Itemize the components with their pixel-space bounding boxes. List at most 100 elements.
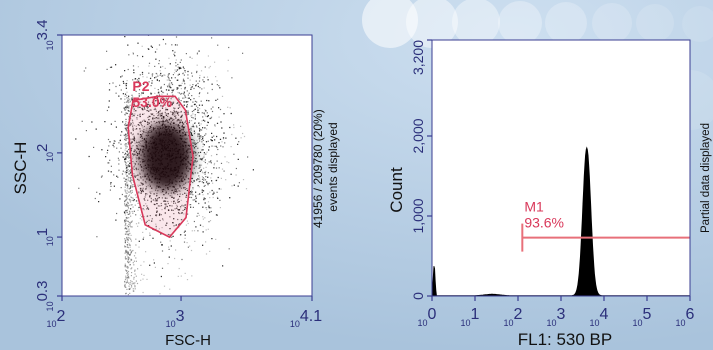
scatter-point (166, 167, 168, 169)
scatter-point (207, 172, 209, 174)
scatter-point (161, 131, 163, 133)
scatter-point (180, 59, 182, 61)
scatter-point (151, 218, 153, 220)
scatter-point (149, 191, 151, 193)
scatter-point (146, 127, 148, 129)
scatter-point (185, 145, 187, 147)
scatter-point (192, 150, 194, 152)
scatter-point (199, 177, 201, 179)
scatter-point (125, 223, 127, 225)
scatter-point (203, 156, 205, 158)
scatter-point (153, 142, 155, 145)
scatter-point (183, 127, 185, 129)
scatter-point (126, 231, 129, 233)
scatter-point (129, 200, 131, 202)
scatter-point (129, 156, 131, 159)
scatter-point (126, 143, 128, 145)
scatter-point (202, 136, 204, 138)
scatter-point (211, 132, 213, 134)
scatter-point (127, 220, 129, 222)
scatter-point (194, 199, 196, 201)
scatter-point (131, 283, 133, 285)
scatter-point (116, 212, 118, 215)
scatter-point (160, 233, 162, 235)
scatter-point (123, 134, 125, 136)
scatter-point (185, 138, 187, 140)
scatter-point (127, 183, 129, 185)
scatter-point (183, 128, 185, 130)
scatter-point (155, 117, 157, 119)
scatter-point (143, 119, 145, 121)
scatter-point (133, 103, 135, 105)
scatter-point (177, 66, 179, 68)
scatter-point (177, 125, 179, 127)
scatter-point (138, 179, 140, 181)
scatter-point (132, 113, 134, 115)
scatter-point (187, 246, 189, 248)
scatter-point (167, 200, 169, 203)
scatter-point (196, 153, 199, 155)
scatter-point (125, 101, 128, 103)
scatter-point (173, 152, 175, 155)
scatter-point (201, 149, 203, 151)
scatter-point (142, 187, 144, 189)
scatter-point (190, 156, 192, 159)
scatter-point (150, 192, 152, 195)
scatter-point (132, 120, 134, 122)
scatter-point (136, 118, 138, 120)
scatter-point (195, 200, 197, 202)
scatter-point (211, 180, 213, 182)
scatter-point (139, 134, 142, 136)
scatter-point (145, 144, 147, 146)
scatter-point (173, 124, 175, 126)
scatter-point (168, 256, 170, 258)
scatter-point (191, 134, 193, 136)
scatter-point (156, 207, 158, 209)
scatter-point (181, 115, 183, 117)
scatter-point (171, 44, 173, 46)
scatter-point (178, 165, 180, 167)
scatter-point (127, 259, 129, 261)
scatter-point (203, 144, 205, 146)
scatter-point (179, 61, 181, 63)
scatter-point (139, 173, 141, 175)
scatter-point (132, 127, 134, 129)
scatter-point (209, 211, 211, 213)
scatter-point (221, 127, 223, 129)
scatter-point (220, 188, 222, 190)
scatter-point (152, 173, 154, 175)
scatter-point (204, 66, 206, 68)
scatter-point (202, 116, 204, 118)
scatter-point (198, 50, 200, 52)
scatter-point (130, 171, 132, 173)
scatter-point (125, 121, 127, 123)
scatter-point (172, 90, 174, 92)
scatter-point (127, 233, 130, 235)
scatter-point (194, 100, 196, 102)
scatter-point (127, 226, 129, 228)
scatter-point (129, 187, 131, 189)
scatter-point (204, 134, 206, 136)
scatter-point (181, 180, 183, 182)
scatter-point (181, 116, 183, 118)
scatter-point (172, 131, 174, 133)
scatter-point (81, 120, 83, 122)
scatter-point (154, 97, 156, 99)
scatter-point (210, 155, 213, 157)
scatter-point (201, 171, 203, 173)
scatter-point (159, 219, 161, 222)
scatter-point (147, 215, 149, 217)
scatter-point (135, 167, 137, 169)
scatter-point (229, 107, 231, 109)
scatter-point (125, 83, 127, 85)
scatter-point (180, 88, 182, 90)
scatter-point (210, 210, 212, 213)
scatter-point (169, 234, 171, 236)
scatter-point (168, 182, 171, 184)
scatter-point (133, 162, 135, 164)
scatter-point (178, 223, 180, 225)
scatter-point (177, 114, 180, 116)
scatter-point (129, 249, 132, 251)
scatter-point (125, 204, 127, 206)
scatter-point (243, 135, 246, 138)
